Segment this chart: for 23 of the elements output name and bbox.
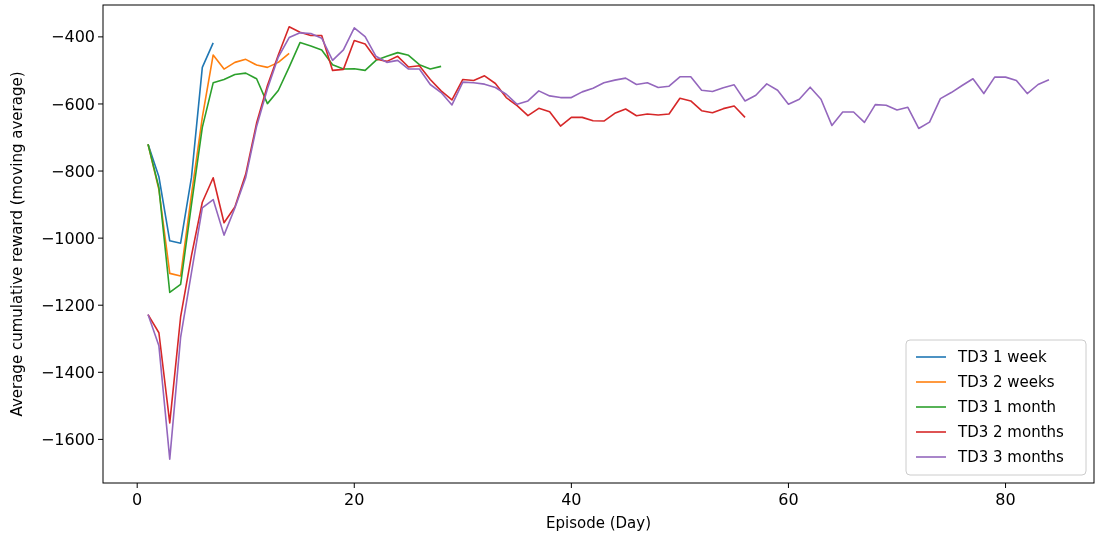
line-series bbox=[147, 41, 442, 294]
x-axis-title: Episode (Day) bbox=[546, 514, 651, 532]
y-tick-label: −1400 bbox=[40, 362, 95, 382]
legend-label: TD3 1 week bbox=[957, 348, 1048, 367]
y-tick-label: −1000 bbox=[40, 228, 95, 248]
y-tick-label: −600 bbox=[51, 94, 95, 114]
x-tick-label: 80 bbox=[995, 490, 1016, 509]
legend-label: TD3 2 weeks bbox=[957, 373, 1055, 392]
x-tick-label: 60 bbox=[778, 490, 799, 509]
y-tick-label: −400 bbox=[51, 27, 95, 47]
line-series bbox=[147, 26, 746, 424]
y-tick-label: −1200 bbox=[40, 295, 95, 315]
y-tick-label: −1600 bbox=[40, 429, 95, 449]
y-tick-label: −800 bbox=[51, 161, 95, 181]
x-tick-label: 20 bbox=[344, 490, 365, 509]
x-tick-label: 40 bbox=[561, 490, 582, 509]
line-series bbox=[147, 52, 290, 277]
legend-label: TD3 3 months bbox=[957, 448, 1065, 467]
legend-label: TD3 2 months bbox=[957, 423, 1065, 442]
legend-label: TD3 1 month bbox=[957, 398, 1057, 417]
y-axis-title: Average cumulative reward (moving average) bbox=[8, 71, 26, 417]
line-series bbox=[147, 42, 214, 244]
x-tick-label: 0 bbox=[132, 490, 143, 509]
